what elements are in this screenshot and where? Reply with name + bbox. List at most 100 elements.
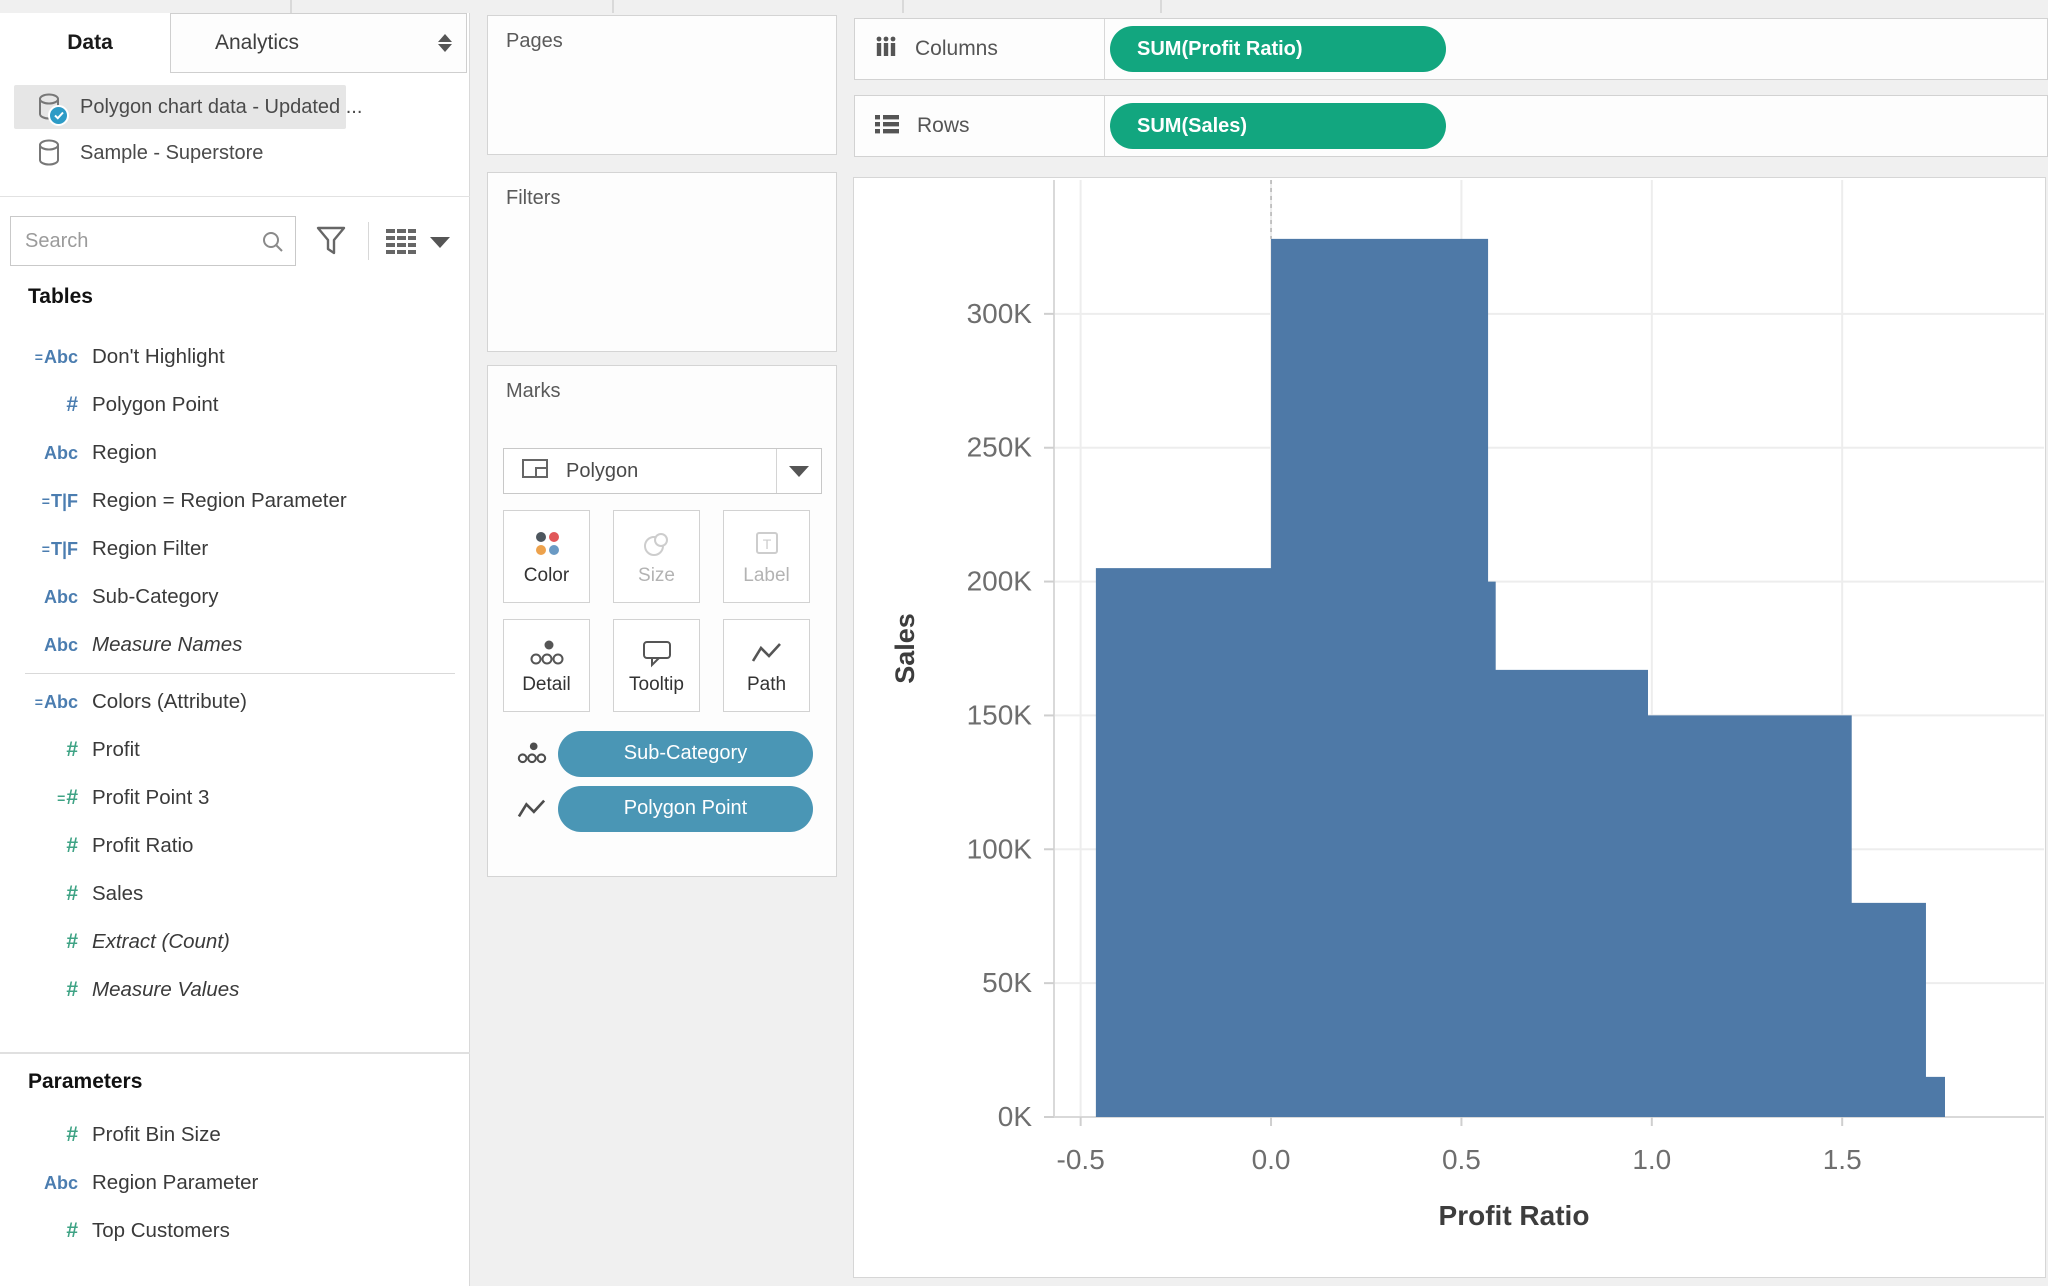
field-label: Don't Highlight (92, 345, 225, 368)
field-label: Sales (92, 882, 144, 905)
field-item[interactable]: =Abc Don't Highlight (0, 333, 469, 381)
marks-button-label: Tooltip (629, 674, 684, 695)
search-input[interactable] (23, 217, 257, 265)
rows-pill[interactable]: SUM(Sales) (1110, 103, 1446, 149)
marks-button-icon (640, 636, 674, 670)
y-tick-label: 100K (967, 833, 1033, 864)
view-data-grid-icon[interactable] (384, 227, 418, 260)
marks-button[interactable]: T Label (723, 510, 810, 603)
fields-menu-caret-icon[interactable] (430, 237, 450, 248)
x-tick-label: -0.5 (1057, 1144, 1105, 1175)
mark-type-caret-icon[interactable] (789, 465, 809, 477)
field-type-icon: Abc (43, 634, 78, 655)
x-tick-label: 0.0 (1252, 1144, 1291, 1175)
marks-pill[interactable]: Polygon Point (558, 785, 813, 832)
y-tick-label: 250K (967, 432, 1033, 463)
field-type-icon: =T|F (41, 490, 78, 511)
mark-type-dropdown[interactable]: Polygon (503, 448, 822, 494)
marks-pill[interactable]: Sub-Category (558, 730, 813, 777)
search-row (10, 216, 460, 266)
marks-button[interactable]: Path (723, 619, 810, 712)
field-item[interactable]: Abc Measure Names (0, 621, 469, 669)
x-axis-title: Profit Ratio (1439, 1200, 1590, 1231)
field-item[interactable]: =Abc Colors (Attribute) (0, 678, 469, 726)
marks-pills: Sub-Category Polygon Point (506, 726, 826, 836)
field-item[interactable]: # Extract (Count) (0, 918, 469, 966)
pill-role-icon (506, 739, 558, 769)
tab-analytics[interactable]: Analytics (170, 13, 467, 73)
data-source-item[interactable]: Sample - Superstore (14, 131, 346, 175)
marks-button-label: Path (746, 674, 787, 695)
toolbar-remnant (0, 0, 2048, 13)
field-type-icon: =Abc (34, 691, 78, 712)
marks-button-icon: T (750, 527, 784, 561)
filters-shelf[interactable]: Filters (487, 172, 837, 352)
field-list-divider (0, 669, 469, 678)
marks-button[interactable]: Tooltip (613, 619, 700, 712)
field-type-icon: Abc (43, 442, 78, 463)
field-item[interactable]: =T|F Region Filter (0, 525, 469, 573)
tab-analytics-label: Analytics (215, 31, 300, 54)
worksheet[interactable]: 0K 50K 100K 150K 200K 250K 300K -0.5 0.0 0.5 1.0 1.… (853, 177, 2046, 1278)
field-item[interactable]: # Measure Values (0, 966, 469, 1014)
parameter-type-icon: # (66, 1123, 78, 1146)
parameter-label: Top Customers (92, 1219, 230, 1242)
parameter-item[interactable]: Abc Region Parameter (0, 1159, 469, 1207)
parameter-item[interactable]: # Top Customers (0, 1207, 469, 1255)
marks-button[interactable]: Detail (503, 619, 590, 712)
columns-pill[interactable]: SUM(Profit Ratio) (1110, 26, 1446, 72)
x-tick-label: 1.0 (1632, 1144, 1671, 1175)
field-label: Sub-Category (92, 585, 219, 608)
marks-button-icon (749, 636, 785, 670)
filters-title: Filters (506, 187, 561, 209)
pages-shelf[interactable]: Pages (487, 15, 837, 155)
field-label: Profit (92, 738, 140, 761)
field-item[interactable]: =# Profit Point 3 (0, 774, 469, 822)
field-label: Colors (Attribute) (92, 690, 247, 713)
marks-button-icon (530, 527, 564, 561)
y-tick-label: 200K (967, 566, 1033, 597)
field-type-icon: # (66, 882, 78, 905)
rows-shelf[interactable]: Rows SUM(Sales) (854, 95, 2048, 157)
sort-fields-icon[interactable] (438, 34, 452, 52)
parameters-header: Parameters (28, 1070, 143, 1093)
field-label: Polygon Point (92, 393, 219, 416)
field-item[interactable]: # Profit Ratio (0, 822, 469, 870)
columns-shelf[interactable]: Columns SUM(Profit Ratio) (854, 18, 2048, 80)
field-label: Measure Names (92, 633, 243, 656)
toolbar-separator (290, 0, 292, 13)
field-item[interactable]: # Polygon Point (0, 381, 469, 429)
field-item[interactable]: =T|F Region = Region Parameter (0, 477, 469, 525)
sidebar-divider (0, 196, 470, 197)
field-item[interactable]: Abc Sub-Category (0, 573, 469, 621)
mark-type-label: Polygon (566, 459, 639, 482)
marks-button[interactable]: Size (613, 510, 700, 603)
parameter-type-icon: # (66, 1219, 78, 1242)
field-item[interactable]: # Sales (0, 870, 469, 918)
tab-data[interactable]: Data (10, 13, 170, 73)
marks-button[interactable]: Color (503, 510, 590, 603)
data-source-item[interactable]: Polygon chart data - Updated ... (14, 85, 362, 129)
database-icon (36, 92, 69, 126)
chart-svg: 0K 50K 100K 150K 200K 250K 300K -0.5 0.0 0.5 1.0 1.… (890, 180, 2044, 1231)
filter-fields-icon[interactable] (314, 225, 348, 262)
polygon-mark (1095, 238, 1945, 1117)
rows-label: Rows (917, 114, 970, 137)
field-item[interactable]: Abc Region (0, 429, 469, 477)
marks-button-label: Color (523, 565, 570, 586)
field-type-icon: # (66, 978, 78, 1001)
marks-title: Marks (506, 380, 561, 402)
marks-button-label: Detail (522, 674, 571, 695)
marks-button-icon (527, 636, 567, 670)
field-item[interactable]: # Profit (0, 726, 469, 774)
field-label: Profit Point 3 (92, 786, 210, 809)
selected-check-icon (48, 105, 69, 126)
shelf-separator (1104, 96, 1105, 156)
marks-button-label: Label (743, 565, 790, 586)
marks-pill-row: Sub-Category (506, 726, 826, 781)
search-box (10, 216, 296, 266)
parameter-item[interactable]: # Profit Bin Size (0, 1111, 469, 1159)
marks-button-label: Size (638, 565, 675, 586)
field-type-icon: # (66, 393, 78, 416)
pill-role-icon (506, 795, 558, 823)
